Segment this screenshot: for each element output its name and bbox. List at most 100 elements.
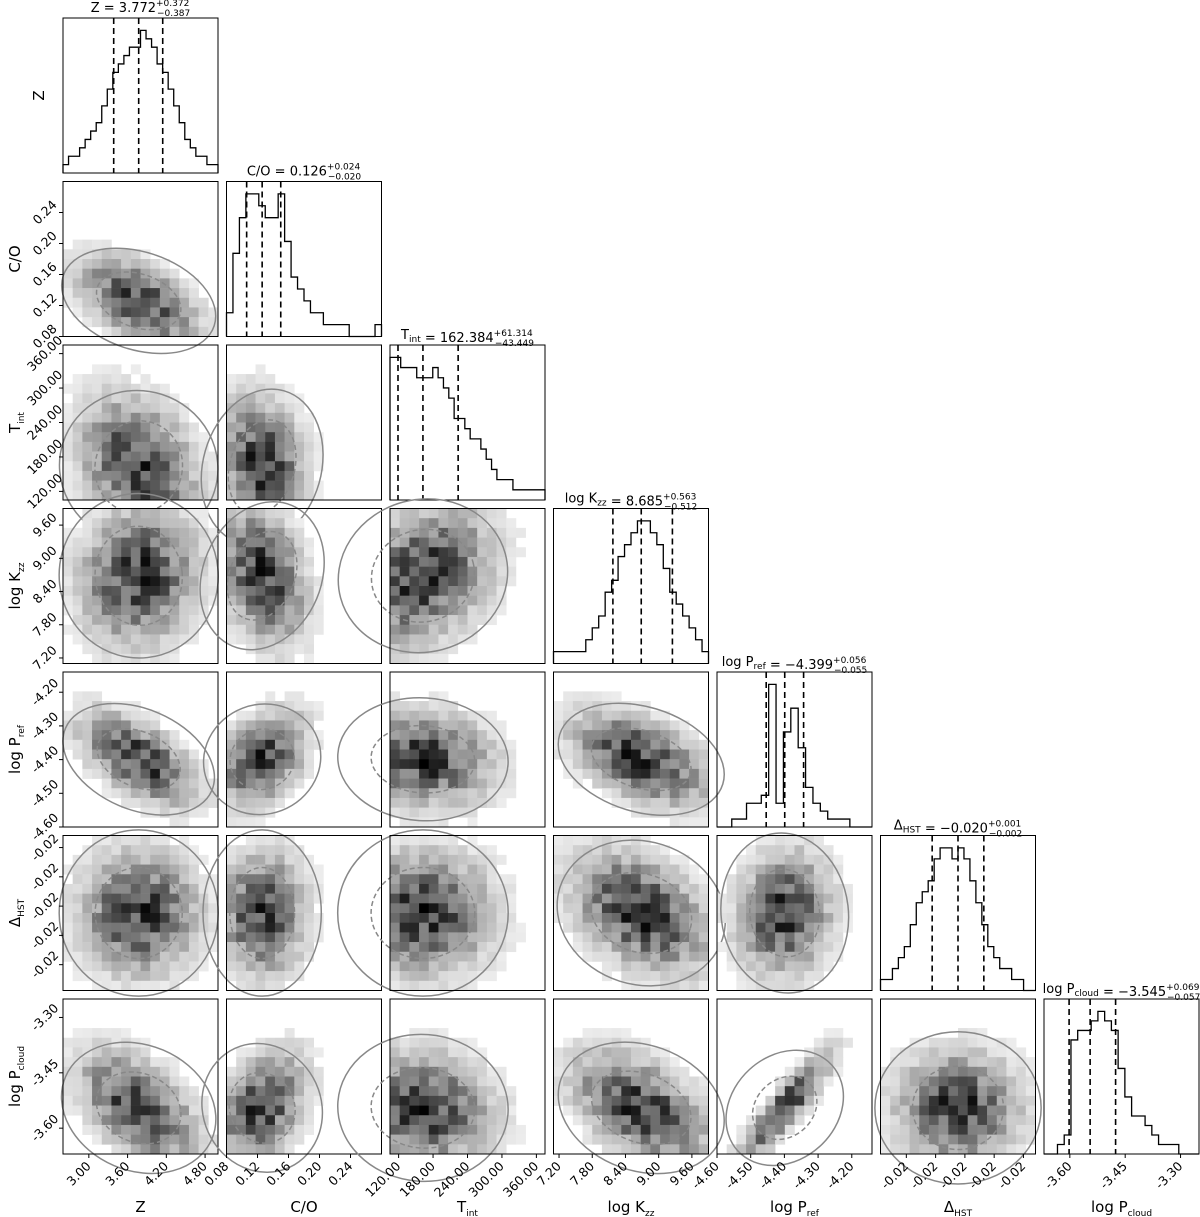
density-bin [130,508,141,519]
density-bin [236,480,247,491]
density-bin [631,797,641,808]
density-bin [284,1066,295,1077]
density-bin [111,932,122,943]
density-bin [284,788,295,799]
density-bin [553,903,564,914]
contour-2sigma [202,829,323,997]
density-bin [582,759,593,770]
density-bin [909,1047,920,1058]
density-bin [448,1066,459,1077]
density-bin [150,768,161,779]
density-bin [890,1134,901,1145]
density-bin [294,768,305,779]
y-tick-label: 0.20 [29,228,59,258]
density-bin [226,556,237,567]
density-bin [448,1076,459,1087]
density-bin [304,422,314,433]
density-bin [958,1076,968,1087]
density-bin [899,1095,910,1106]
density-bin [130,393,141,404]
density-bin [188,1095,199,1106]
density-bin [188,451,199,462]
density-bin [121,701,132,712]
density-bin [179,566,190,577]
density-bin [689,1144,700,1155]
density-bin [159,518,170,529]
density-bin [553,854,564,865]
density-bin [82,1124,93,1135]
density-bin [111,788,122,799]
density-bin [313,490,324,501]
density-bin [409,595,420,606]
density-bin [448,854,459,865]
density-bin [438,547,449,558]
density-bin [467,730,478,741]
density-bin [140,374,151,385]
density-bin [1016,1047,1027,1058]
density-bin [188,1115,199,1126]
density-bin [390,576,400,587]
density-bin [736,932,747,943]
density-bin [631,932,641,943]
density-bin [226,807,237,818]
density-bin [572,739,583,750]
density-bin [150,835,161,846]
density-bin [255,932,266,943]
density-bin [726,942,737,953]
density-bin [669,768,680,779]
density-bin [159,874,170,885]
density-bin [121,1115,132,1126]
density-bin [140,778,151,789]
density-bin [563,1047,574,1058]
density-bin [938,1076,949,1087]
density-bin [284,615,295,626]
density-bin [265,1134,276,1145]
density-bin [977,1066,988,1077]
density-bin [150,268,161,279]
density-bin [304,624,314,635]
density-bin [794,922,805,933]
density-bin [72,1047,83,1058]
density-bin [419,624,430,635]
density-bin [631,730,641,741]
density-bin [274,903,285,914]
density-bin [689,971,700,982]
density-bin [467,576,478,587]
density-bin [274,432,285,443]
density-bin [121,249,132,260]
density-bin [621,903,632,914]
density-bin [438,903,449,914]
density-bin [775,1086,786,1097]
density-bin [265,778,276,789]
contour-2sigma [202,703,322,816]
density-bin [245,942,256,953]
density-bin [130,913,141,923]
density-bin [255,778,266,789]
contour-1sigma [229,866,296,960]
density-bin [130,288,141,299]
density-bin [669,759,680,770]
density-bin [284,893,295,904]
density-bin [689,864,700,875]
density-bin [188,807,199,818]
density-bin [438,1037,449,1048]
density-bin [92,1105,103,1116]
density-bin [255,615,266,626]
density-bin [621,980,632,991]
density-bin [92,845,103,856]
density-bin [82,768,93,779]
density-bin [582,730,593,741]
y-axis-label-log-p-ref: log Pref [6,724,27,774]
density-bin [274,461,285,472]
density-bin [226,547,237,558]
title-z: Z = 3.772+0.372 −0.387 [91,0,191,19]
density-bin [140,1124,151,1135]
density-bin [72,932,83,943]
density-bin [496,566,507,577]
density-bin [448,893,459,904]
density-bin [63,720,73,731]
density-bin [255,749,266,760]
density-bin [409,576,420,587]
density-bin [63,547,73,558]
density-bin [611,759,622,770]
